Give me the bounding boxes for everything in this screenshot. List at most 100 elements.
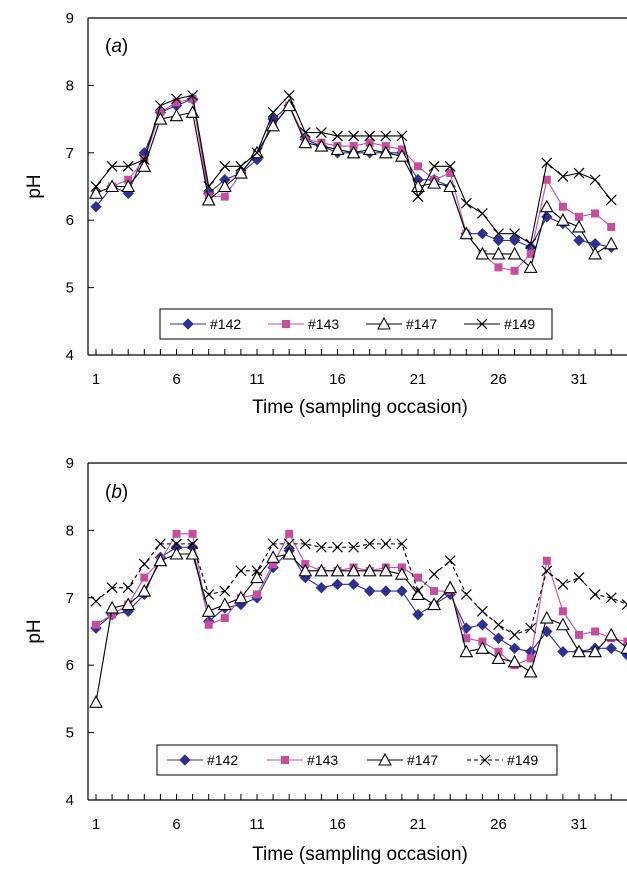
panel-label: (a): [105, 36, 128, 57]
data-point: [511, 267, 518, 274]
data-point: [608, 223, 615, 230]
series-143: [93, 530, 627, 668]
data-point: [525, 261, 537, 272]
y-tick-label: 6: [66, 657, 74, 674]
data-point: [559, 203, 566, 210]
x-tick-label: 26: [490, 371, 507, 388]
y-tick-label: 8: [66, 522, 74, 539]
y-tick-label: 4: [66, 347, 74, 364]
data-point: [576, 631, 583, 638]
data-point: [558, 579, 568, 589]
legend-label: #143: [307, 752, 338, 768]
data-point: [204, 589, 214, 599]
data-point: [526, 623, 536, 633]
data-point: [576, 213, 583, 220]
legend-label: #142: [210, 316, 241, 332]
data-point: [574, 168, 584, 178]
plot-area: [90, 530, 627, 707]
data-point: [461, 198, 471, 208]
data-point: [557, 214, 569, 225]
legend: #142 #143 #147 #149: [157, 745, 557, 775]
x-tick-label: 11: [249, 371, 265, 388]
data-point: [558, 171, 568, 181]
data-point: [268, 539, 278, 549]
data-point: [205, 621, 212, 628]
data-point: [333, 542, 343, 552]
data-point: [349, 579, 359, 589]
data-point: [461, 589, 471, 599]
data-point: [543, 557, 550, 564]
data-point: [365, 586, 375, 596]
data-point: [286, 530, 293, 537]
data-point: [141, 574, 148, 581]
legend-marker: [282, 757, 289, 764]
y-tick-label: 5: [66, 725, 74, 742]
legend-label: #149: [507, 752, 538, 768]
legend: #142#143#147#149: [160, 309, 552, 339]
y-tick-label: 5: [66, 280, 74, 297]
data-point: [557, 619, 569, 630]
data-point: [90, 696, 102, 707]
y-tick-label: 8: [66, 77, 74, 94]
data-point: [123, 583, 133, 593]
x-tick-label: 31: [571, 371, 588, 388]
data-point: [431, 588, 438, 595]
data-point: [219, 599, 231, 610]
data-point: [415, 574, 422, 581]
data-point: [139, 559, 149, 569]
legend-label: #147: [406, 316, 437, 332]
x-axis-title: Time (sampling occasion): [252, 397, 468, 418]
data-point: [381, 539, 391, 549]
panel-label: (b): [105, 482, 128, 503]
data-point: [527, 655, 534, 662]
x-tick-label: 16: [329, 816, 346, 833]
data-point: [525, 666, 537, 677]
data-point: [413, 610, 423, 620]
x-tick-label: 6: [172, 816, 180, 833]
data-point: [477, 208, 487, 218]
y-tick-label: 9: [66, 455, 74, 472]
data-point: [590, 175, 600, 185]
x-tick-label: 1: [92, 371, 100, 388]
data-point: [364, 143, 376, 154]
data-point: [254, 591, 261, 598]
legend-marker: [283, 321, 290, 328]
plot-area: [90, 91, 617, 275]
y-axis-title: pH: [24, 174, 45, 198]
data-point: [493, 652, 505, 663]
data-point: [558, 647, 568, 657]
x-axis-title: Time (sampling occasion): [252, 844, 468, 865]
data-point: [444, 582, 456, 593]
y-tick-label: 7: [66, 145, 74, 162]
y-tick-label: 6: [66, 212, 74, 229]
data-point: [187, 106, 199, 117]
data-point: [220, 586, 230, 596]
data-point: [605, 629, 617, 640]
legend-label: #147: [407, 752, 438, 768]
data-point: [333, 579, 343, 589]
data-point: [90, 187, 102, 198]
data-point: [541, 201, 553, 212]
x-tick-label: 16: [329, 371, 346, 388]
data-point: [221, 193, 228, 200]
data-point: [91, 596, 101, 606]
data-point: [219, 181, 231, 192]
data-point: [477, 229, 487, 239]
legend-label: #142: [207, 752, 238, 768]
data-point: [510, 630, 520, 640]
series-line: [96, 106, 611, 268]
data-point: [415, 163, 422, 170]
y-axis-title: pH: [24, 619, 45, 643]
data-point: [559, 608, 566, 615]
data-point: [605, 238, 617, 249]
data-point: [138, 585, 150, 596]
data-point: [445, 556, 455, 566]
data-point: [606, 593, 616, 603]
data-point: [590, 589, 600, 599]
legend-label: #143: [308, 316, 339, 332]
data-point: [397, 586, 407, 596]
data-point: [413, 192, 423, 202]
